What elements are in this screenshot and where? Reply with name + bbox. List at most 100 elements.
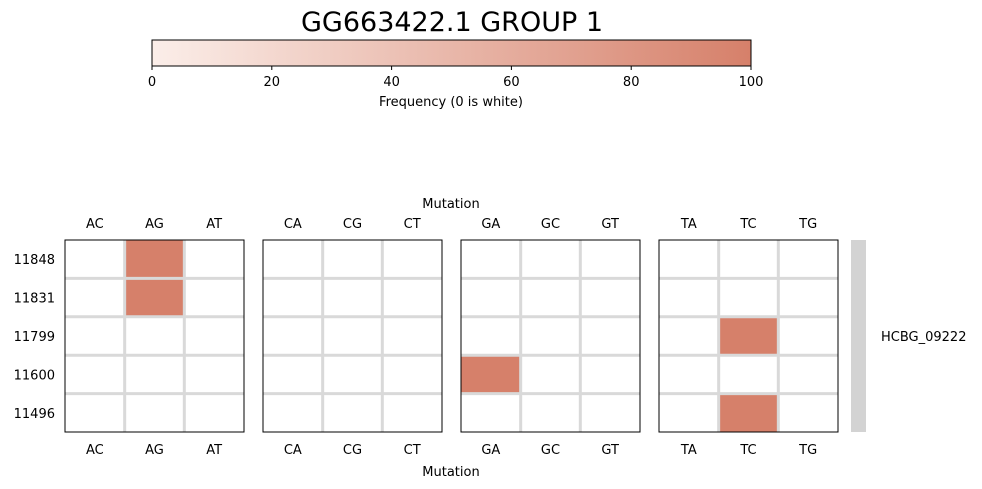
- heatmap-cell: [65, 355, 125, 394]
- heatmap-cell: [778, 393, 838, 432]
- column-label-top: GC: [541, 217, 560, 232]
- row-annotation-bar: [851, 240, 866, 432]
- column-label-bottom: CA: [284, 443, 302, 458]
- colorbar-tick-label: 40: [383, 75, 400, 90]
- heatmap-cell: [778, 355, 838, 394]
- heatmap-panels: AC AC AG AG AT AT CA CA CG CG CT CT GA GA GC GC GT GT TA TA…: [64, 217, 839, 458]
- heatmap-cell: [263, 278, 323, 317]
- heatmap-cell: [184, 240, 244, 279]
- heatmap-cell: [580, 240, 640, 279]
- row-labels: 11848 11831 11799 11600 11496: [14, 253, 55, 422]
- column-label-top: CG: [343, 217, 362, 232]
- heatmap-panel: AC AC AG AG AT AT: [64, 217, 245, 458]
- heatmap-cell: [461, 278, 521, 317]
- x-axis-label-bottom: Mutation: [422, 465, 479, 480]
- column-label-bottom: CT: [404, 443, 421, 458]
- heatmap-cell: [778, 240, 838, 279]
- colorbar-gradient: [151, 39, 752, 67]
- heatmap-cell: [718, 240, 779, 279]
- heatmap-cell: [124, 355, 185, 394]
- heatmap-cell: [124, 393, 185, 432]
- heatmap-cell: [65, 393, 125, 432]
- colorbar-ticks: 0 20 40 60 80 100: [148, 66, 764, 90]
- colorbar-tick-label: 100: [739, 75, 764, 90]
- heatmap-cell: [520, 355, 581, 394]
- heatmap-panel: CA CA CG CG CT CT: [262, 217, 443, 458]
- heatmap-cell: [263, 393, 323, 432]
- column-label-bottom: GA: [481, 443, 500, 458]
- heatmap-cell: [718, 355, 779, 394]
- column-label-top: GT: [601, 217, 619, 232]
- heatmap-panel: TA TA TC TC TG TG: [658, 217, 839, 458]
- heatmap-cell: [322, 278, 383, 317]
- heatmap-cell: [659, 393, 719, 432]
- heatmap-cell: [322, 240, 383, 279]
- heatmap-cell: [461, 393, 521, 432]
- row-annotation-label: HCBG_09222: [881, 330, 966, 345]
- column-label-top: TA: [680, 217, 697, 232]
- heatmap-panel: GA GA GC GC GT GT: [460, 217, 641, 458]
- heatmap-cell: [659, 278, 719, 317]
- heatmap-cell: [382, 240, 442, 279]
- heatmap-cell: [124, 240, 185, 279]
- heatmap-cell: [520, 278, 581, 317]
- row-label: 11496: [14, 407, 55, 422]
- panel-frame: [658, 239, 839, 433]
- heatmap-cell: [322, 393, 383, 432]
- heatmap-cell: [461, 316, 521, 356]
- heatmap-cell: [124, 316, 185, 356]
- heatmap-cell: [382, 316, 442, 356]
- heatmap-cell: [461, 240, 521, 279]
- colorbar-tick-label: 20: [264, 75, 281, 90]
- colorbar-tick-label: 80: [623, 75, 640, 90]
- heatmap-cell: [580, 278, 640, 317]
- x-axis-label-top: Mutation: [422, 197, 479, 212]
- heatmap-cell: [659, 240, 719, 279]
- heatmap-cell: [718, 393, 779, 432]
- heatmap-cell: [184, 316, 244, 356]
- heatmap-cell: [520, 393, 581, 432]
- column-label-bottom: TG: [798, 443, 817, 458]
- column-label-bottom: AT: [206, 443, 222, 458]
- column-label-bottom: AC: [86, 443, 104, 458]
- column-label-bottom: GC: [541, 443, 560, 458]
- heatmap-cell: [778, 316, 838, 356]
- column-label-top: AT: [206, 217, 222, 232]
- heatmap-cell: [124, 278, 185, 317]
- panel-frame: [262, 239, 443, 433]
- chart-title: GG663422.1 GROUP 1: [301, 7, 603, 38]
- heatmap-cell: [184, 278, 244, 317]
- heatmap-cell: [580, 393, 640, 432]
- column-label-top: GA: [481, 217, 500, 232]
- heatmap-cell: [322, 355, 383, 394]
- column-label-top: CT: [404, 217, 421, 232]
- column-label-bottom: CG: [343, 443, 362, 458]
- column-label-top: TC: [739, 217, 756, 232]
- column-label-bottom: TA: [680, 443, 697, 458]
- row-label: 11799: [14, 330, 55, 345]
- heatmap-cell: [382, 393, 442, 432]
- row-label: 11831: [14, 292, 55, 307]
- heatmap-cell: [382, 278, 442, 317]
- heatmap-cell: [65, 278, 125, 317]
- heatmap-cell: [778, 278, 838, 317]
- panel-frame: [64, 239, 245, 433]
- colorbar-tick-label: 60: [503, 75, 520, 90]
- heatmap-cell: [461, 355, 521, 394]
- column-label-top: CA: [284, 217, 302, 232]
- colorbar: 0 20 40 60 80 100 Frequency (0 is white): [148, 39, 764, 110]
- column-label-bottom: GT: [601, 443, 619, 458]
- heatmap-cell: [580, 355, 640, 394]
- heatmap-cell: [520, 316, 581, 356]
- column-label-bottom: AG: [145, 443, 164, 458]
- colorbar-tick-label: 0: [148, 75, 156, 90]
- heatmap-cell: [65, 316, 125, 356]
- column-label-top: TG: [798, 217, 817, 232]
- column-label-top: AC: [86, 217, 104, 232]
- heatmap-cell: [184, 393, 244, 432]
- heatmap-cell: [718, 278, 779, 317]
- column-label-top: AG: [145, 217, 164, 232]
- heatmap-cell: [263, 355, 323, 394]
- heatmap-cell: [382, 355, 442, 394]
